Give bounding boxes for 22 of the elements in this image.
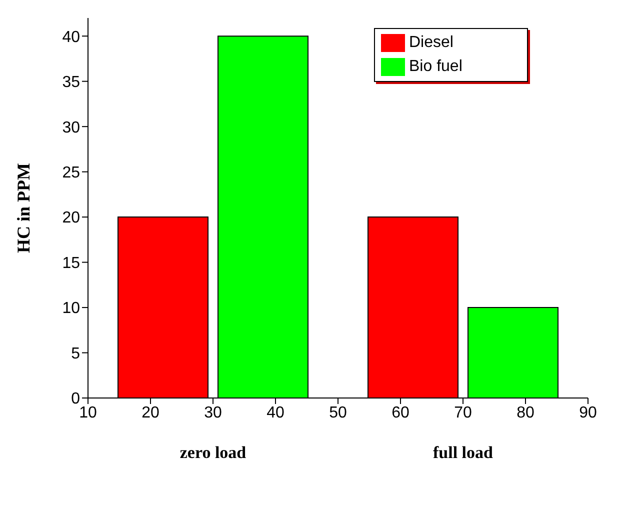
y-tick-label: 40 [62,28,80,46]
x-tick-label: 20 [142,404,160,422]
x-tick-label: 50 [329,404,347,422]
y-tick-label: 10 [62,300,80,318]
x-tick-label: 60 [392,404,410,422]
x-tick-label: 30 [204,404,222,422]
y-axis-title: HC in PPM [13,163,34,253]
x-tick-label: 70 [454,404,472,422]
legend-label: Diesel [409,34,454,52]
text: full load [433,443,493,463]
y-tick-label: 15 [62,254,80,272]
y-tick-label: 35 [62,74,80,92]
y-tick-label: 5 [71,345,80,362]
legend-label: Bio fuel [409,58,462,76]
text: zero load [180,443,246,463]
y-tick-label: 25 [62,164,80,182]
y-tick-label: 0 [71,390,80,408]
y-tick-label: 20 [62,210,80,227]
x-tick-label: 40 [266,404,284,422]
y-tick-label: 30 [62,119,80,136]
x-tick-label: 90 [579,404,597,422]
x-tick-label: 80 [516,404,534,422]
